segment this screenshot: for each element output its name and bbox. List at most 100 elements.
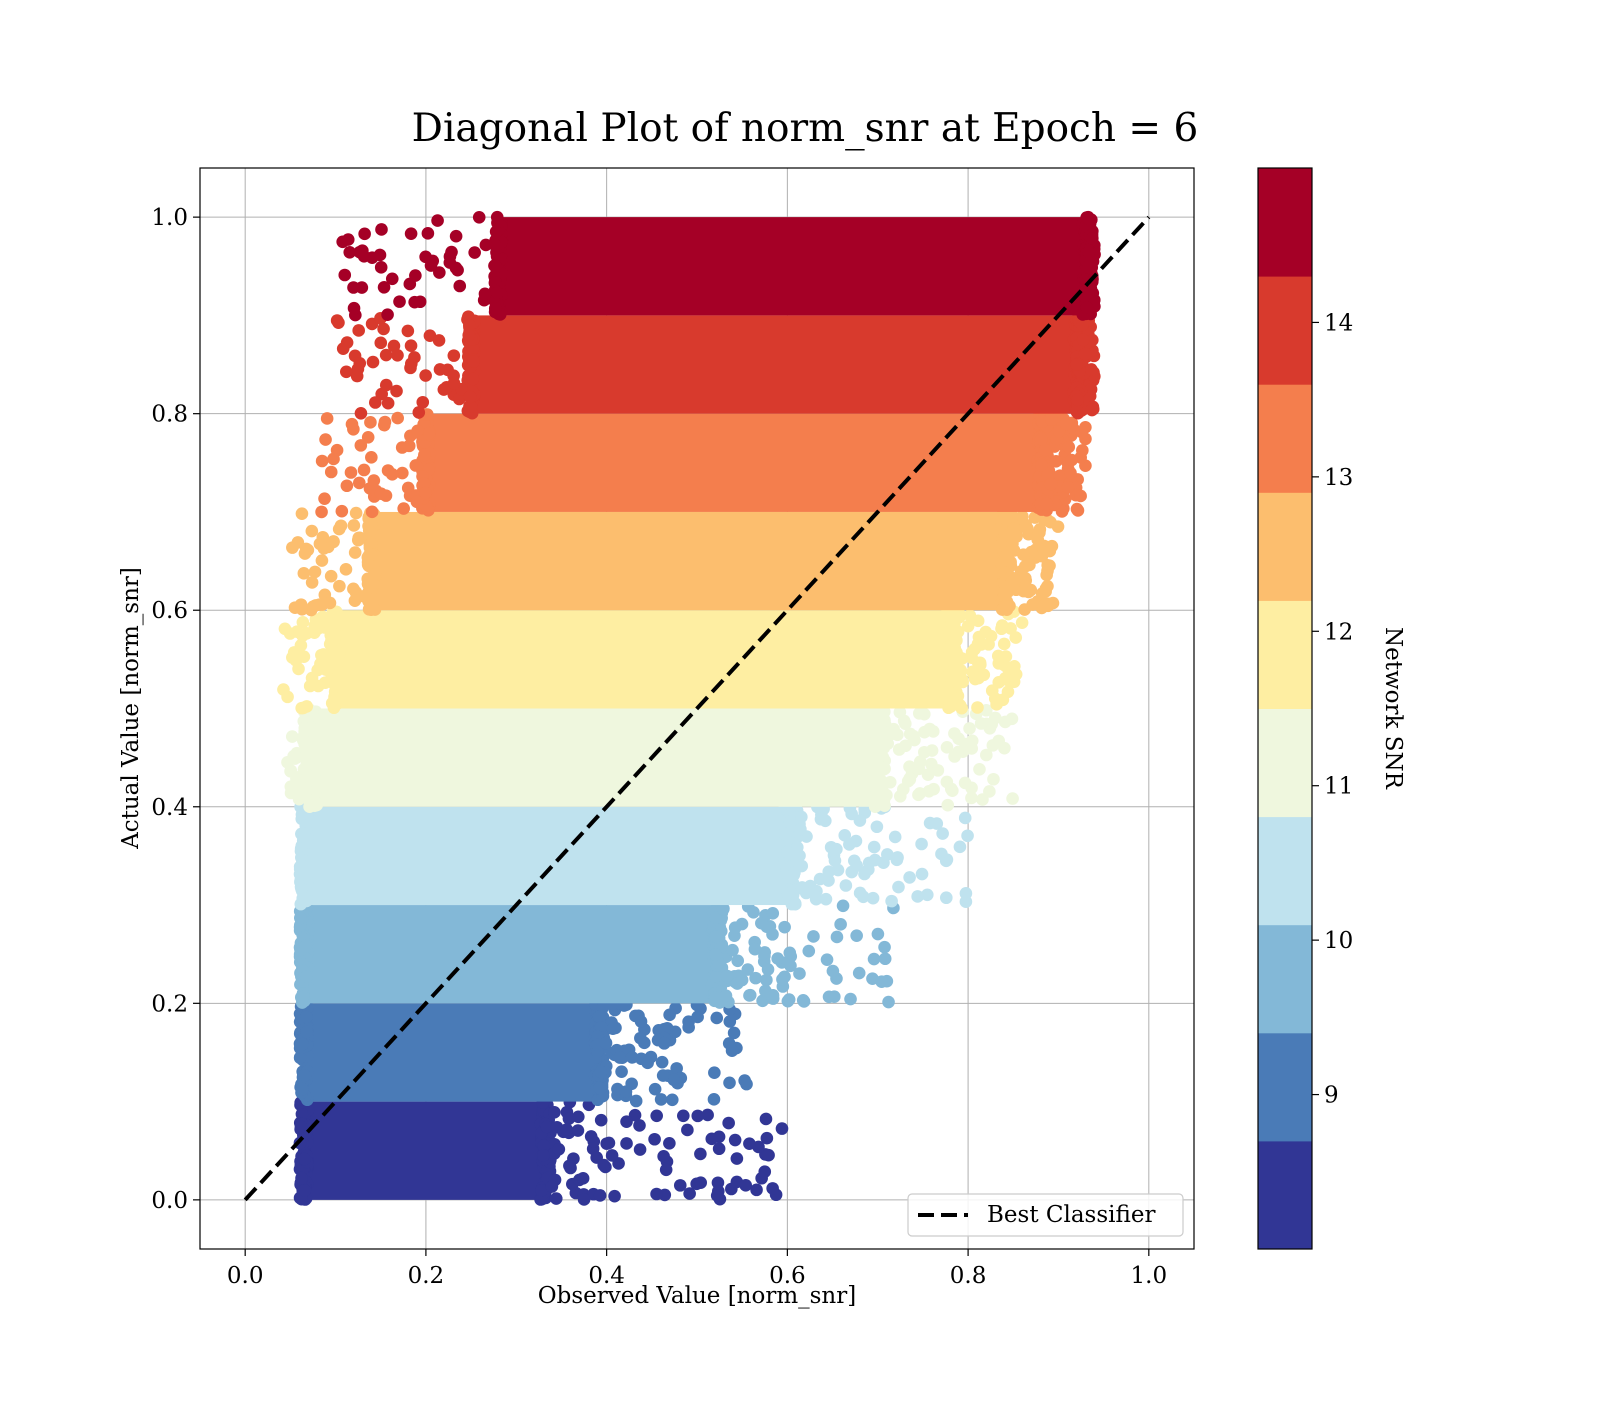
colorbar-tick-label: 12 <box>1324 619 1353 645</box>
data-point <box>873 765 886 778</box>
data-point <box>327 535 340 549</box>
data-point <box>862 856 876 870</box>
data-point <box>775 1122 789 1135</box>
data-point <box>535 1192 549 1206</box>
data-point <box>362 524 376 537</box>
data-point <box>719 989 733 1003</box>
data-point <box>404 339 418 353</box>
data-point <box>340 336 354 349</box>
data-point <box>940 775 954 789</box>
data-point <box>1053 469 1067 482</box>
data-point <box>1085 363 1098 376</box>
y-tick-label: 0.6 <box>151 598 188 624</box>
band-dense-region <box>301 806 790 906</box>
data-point <box>853 814 867 827</box>
data-point <box>731 954 745 968</box>
data-point <box>1071 393 1084 407</box>
data-point <box>1043 544 1057 558</box>
data-point <box>361 551 375 564</box>
data-point <box>375 223 388 236</box>
data-point <box>998 587 1012 601</box>
data-point <box>571 1124 585 1137</box>
x-tick-label: 0.0 <box>227 1263 264 1289</box>
data-point <box>691 1109 705 1123</box>
data-point <box>327 633 341 647</box>
data-point <box>963 609 977 622</box>
legend-box <box>907 1193 1184 1237</box>
colorbar-segment <box>1258 708 1312 818</box>
colorbar-tick-label: 13 <box>1324 465 1353 491</box>
data-point <box>409 269 422 282</box>
data-point <box>748 942 762 956</box>
data-point <box>648 1082 662 1096</box>
data-point <box>911 890 924 903</box>
data-point <box>682 1021 695 1034</box>
data-point <box>300 626 314 640</box>
colorbar-segment <box>1258 492 1312 601</box>
data-point <box>988 711 1002 725</box>
data-point <box>1040 497 1054 511</box>
data-point <box>965 781 978 795</box>
data-point <box>741 963 755 976</box>
data-point <box>795 859 809 873</box>
data-point <box>560 1123 574 1136</box>
data-point <box>323 596 337 610</box>
data-point <box>379 378 393 392</box>
data-point <box>295 882 308 896</box>
data-point <box>379 348 393 362</box>
data-point <box>321 652 334 666</box>
data-point <box>828 854 842 867</box>
data-point <box>944 688 958 702</box>
data-point <box>881 737 895 750</box>
data-point <box>572 1110 585 1124</box>
data-point <box>758 946 772 959</box>
data-point <box>378 415 392 429</box>
data-point <box>391 411 404 425</box>
data-point <box>411 424 424 438</box>
data-point <box>364 416 377 429</box>
data-point <box>891 728 904 742</box>
data-point <box>478 287 492 301</box>
data-point <box>443 256 457 269</box>
data-point <box>735 973 749 987</box>
colorbar-segment <box>1258 600 1312 709</box>
data-point <box>424 259 438 272</box>
data-point <box>1001 529 1015 542</box>
data-point <box>315 454 329 468</box>
data-point <box>305 524 319 538</box>
data-point <box>385 272 399 286</box>
data-point <box>747 906 760 919</box>
data-point <box>296 1037 309 1051</box>
data-point <box>931 764 945 777</box>
data-point <box>347 301 361 315</box>
data-point <box>739 1179 753 1192</box>
data-point <box>308 565 322 579</box>
legend-label-best-classifier: Best Classifier <box>987 1202 1155 1228</box>
data-point <box>656 1069 670 1082</box>
data-point <box>1038 443 1052 457</box>
data-point <box>709 990 722 1004</box>
data-point <box>657 1150 670 1163</box>
data-point <box>766 1182 779 1195</box>
data-point <box>296 891 310 905</box>
data-point <box>726 943 739 957</box>
data-point <box>328 692 342 706</box>
data-point <box>802 944 816 958</box>
data-point <box>870 820 884 834</box>
data-point <box>958 811 972 825</box>
data-point <box>1018 571 1032 585</box>
data-point <box>709 948 722 961</box>
data-point <box>883 775 897 789</box>
data-point <box>880 788 893 802</box>
data-point <box>665 1093 679 1107</box>
data-point <box>366 355 380 369</box>
data-point <box>973 762 986 776</box>
data-point <box>1008 659 1021 673</box>
data-point <box>755 1171 768 1185</box>
data-point <box>537 1149 550 1162</box>
data-point <box>412 406 426 419</box>
data-point <box>976 793 989 806</box>
data-point <box>297 734 310 747</box>
data-point <box>903 871 916 884</box>
